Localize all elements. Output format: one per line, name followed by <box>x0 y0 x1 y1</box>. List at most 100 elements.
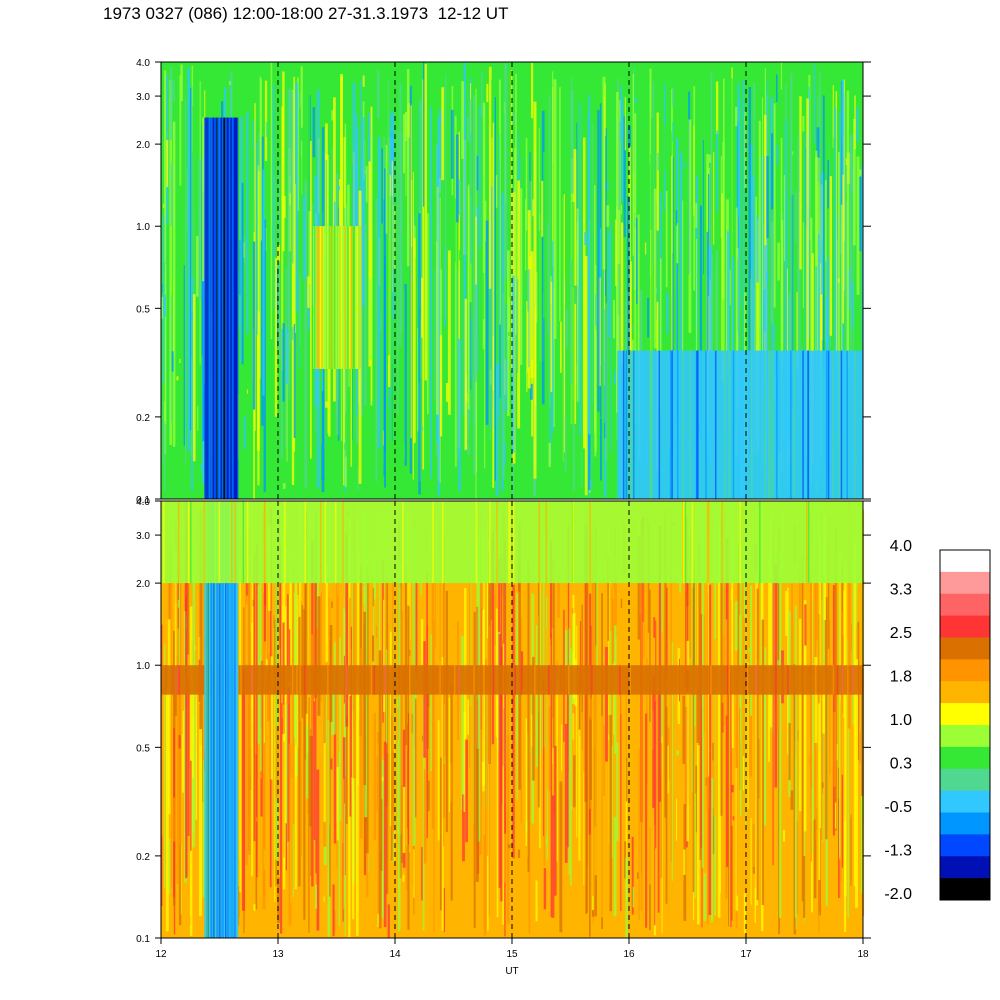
heatmap-streak <box>624 841 627 879</box>
heatmap-streak <box>830 783 833 833</box>
heatmap-streak <box>327 665 329 695</box>
heatmap-streak <box>225 501 227 938</box>
heatmap-streak <box>227 501 229 938</box>
heatmap-streak <box>773 103 776 308</box>
heatmap-streak <box>315 532 317 874</box>
heatmap-streak <box>383 199 385 477</box>
heatmap-streak <box>381 776 384 781</box>
heatmap-streak <box>525 198 527 271</box>
heatmap-streak <box>217 501 219 938</box>
heatmap-streak <box>435 143 438 242</box>
heatmap-streak <box>834 802 837 829</box>
heatmap-streak <box>676 350 679 499</box>
heatmap-streak <box>753 580 755 867</box>
heatmap-streak <box>827 538 830 649</box>
heatmap-streak <box>214 501 216 584</box>
heatmap-streak <box>846 90 850 368</box>
heatmap-streak <box>209 501 211 938</box>
heatmap-streak <box>334 226 336 369</box>
heatmap-streak <box>410 105 412 439</box>
heatmap-streak <box>190 760 192 851</box>
heatmap-streak <box>385 144 389 234</box>
heatmap-streak <box>841 665 844 695</box>
heatmap-streak <box>263 670 265 743</box>
heatmap-streak <box>682 200 684 454</box>
heatmap-streak <box>242 501 245 584</box>
heatmap-streak <box>295 82 298 312</box>
heatmap-streak <box>404 284 407 466</box>
colorbar-swatch <box>940 703 990 726</box>
heatmap-streak <box>245 595 249 664</box>
heatmap-streak <box>597 110 600 412</box>
heatmap-streak <box>246 389 249 394</box>
heatmap-streak <box>462 794 465 862</box>
heatmap-streak <box>240 116 243 363</box>
heatmap-streak <box>328 355 331 437</box>
heatmap-streak <box>457 269 459 461</box>
heatmap-streak <box>607 555 609 641</box>
heatmap-streak <box>161 296 164 319</box>
heatmap-streak <box>855 508 858 663</box>
heatmap-streak <box>192 294 196 462</box>
heatmap-streak <box>706 671 708 811</box>
heatmap-streak <box>368 278 372 360</box>
heatmap-streak <box>644 242 647 255</box>
heatmap-streak <box>817 96 819 154</box>
heatmap-streak <box>567 683 570 848</box>
heatmap-streak <box>327 543 329 754</box>
y-tick-label: 2.0 <box>136 579 150 590</box>
heatmap-streak <box>624 97 626 151</box>
heatmap-streak <box>534 665 536 695</box>
heatmap-streak <box>728 665 730 695</box>
heatmap-streak <box>487 638 489 857</box>
heatmap-streak <box>349 597 351 691</box>
heatmap-streak <box>591 665 593 695</box>
heatmap-streak <box>742 350 744 499</box>
heatmap-streak <box>163 501 165 584</box>
heatmap-streak <box>803 855 806 918</box>
heatmap-streak <box>682 695 686 765</box>
heatmap-streak <box>744 111 746 189</box>
heatmap-texture <box>161 62 864 499</box>
colorbar-label: -0.5 <box>884 799 912 816</box>
heatmap-streak <box>256 142 258 335</box>
heatmap-streak <box>222 117 224 499</box>
heatmap-streak <box>693 125 695 216</box>
heatmap-streak <box>683 849 686 875</box>
heatmap-streak <box>607 740 610 903</box>
heatmap-streak <box>544 628 548 837</box>
heatmap-streak <box>262 169 265 396</box>
heatmap-streak <box>338 752 340 926</box>
heatmap-streak <box>503 601 505 709</box>
heatmap-streak <box>550 632 552 918</box>
heatmap-streak <box>517 180 521 429</box>
heatmap-streak <box>255 817 259 822</box>
heatmap-streak <box>403 665 405 695</box>
heatmap-streak <box>494 593 497 646</box>
heatmap-streak <box>706 231 709 352</box>
heatmap-streak <box>740 350 742 499</box>
heatmap-streak <box>573 149 577 286</box>
heatmap-streak <box>467 117 470 142</box>
heatmap-streak <box>380 314 382 332</box>
heatmap-streak <box>730 78 733 373</box>
heatmap-streak <box>527 311 529 373</box>
heatmap-streak <box>584 255 588 496</box>
heatmap-streak <box>854 350 856 499</box>
lower-spectrogram-panel: 0.1 0.2 0.5 1.0 2.0 3.0 4.0 <box>136 497 871 945</box>
heatmap-streak <box>278 164 281 360</box>
heatmap-streak <box>212 501 214 938</box>
heatmap-streak <box>767 350 770 499</box>
heatmap-streak <box>509 501 511 584</box>
heatmap-streak <box>675 798 678 841</box>
heatmap-streak <box>675 210 678 226</box>
heatmap-streak <box>550 540 552 639</box>
heatmap-streak <box>362 117 366 307</box>
heatmap-streak <box>181 710 184 793</box>
heatmap-streak <box>674 618 676 937</box>
heatmap-streak <box>801 556 804 902</box>
heatmap-streak <box>171 665 173 695</box>
heatmap-streak <box>490 547 493 621</box>
heatmap-streak <box>335 226 337 369</box>
heatmap-streak <box>461 636 464 810</box>
